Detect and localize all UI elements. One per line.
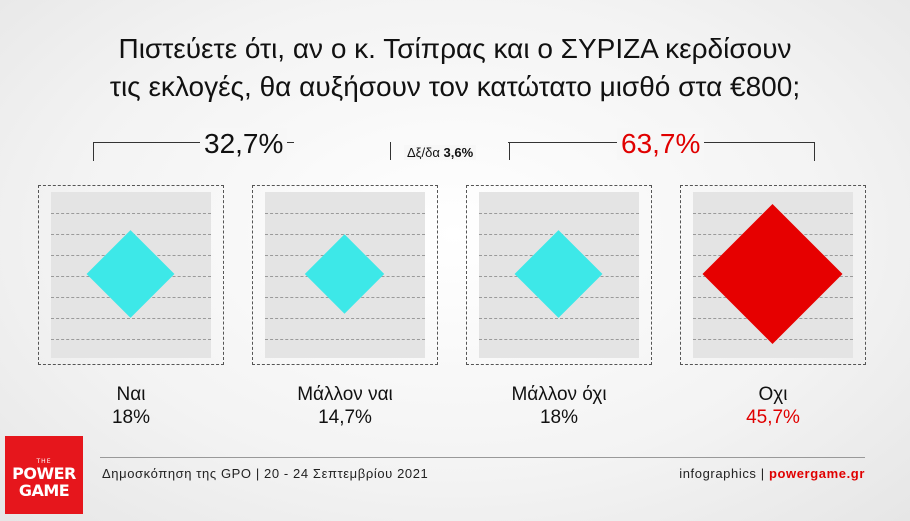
credit-prefix: infographics |: [679, 466, 765, 481]
diamond-svg: [702, 204, 843, 344]
gridline: [479, 339, 639, 340]
panel-2: [252, 185, 438, 365]
diamond-svg: [86, 230, 175, 318]
diamond-mark-3: [514, 230, 603, 318]
gridline: [265, 339, 425, 340]
source-text: Δημοσκόπηση της GPO | 20 - 24 Σεπτεμβρίο…: [102, 466, 429, 481]
gridline: [51, 339, 211, 340]
category-label-3: Μάλλον όχι: [511, 384, 607, 405]
gridline: [265, 318, 425, 319]
logo-power: POWER: [12, 464, 76, 483]
diamond-svg: [304, 234, 385, 314]
diamond-mark-1: [86, 230, 175, 318]
yes-group-bracket: [93, 142, 294, 161]
title-line-1: Πιστεύετε ότι, αν ο κ. Τσίπρας και ο ΣΥΡ…: [118, 33, 792, 64]
chart-title: Πιστεύετε ότι, αν ο κ. Τσίπρας και ο ΣΥΡ…: [0, 30, 910, 106]
logo-game: GAME: [18, 481, 70, 500]
diamond-mark-2: [304, 234, 385, 314]
gridline: [479, 318, 639, 319]
gridline: [265, 234, 425, 235]
credit-site: powergame.gr: [768, 466, 865, 481]
value-label-4: 45,7%: [746, 407, 800, 428]
diamond-mark-4: [702, 204, 843, 344]
gridline: [479, 213, 639, 214]
category-label-4: Οχι: [758, 384, 788, 405]
panel-4: [680, 185, 866, 365]
logo-the: THE: [36, 458, 52, 465]
gridline: [51, 318, 211, 319]
margin-bracket: [390, 142, 510, 160]
footer-divider: [100, 457, 865, 458]
title-line-2: τις εκλογές, θα αυξήσουν τον κατώτατο μι…: [109, 71, 801, 102]
panel-1: [38, 185, 224, 365]
value-label-3: 18%: [539, 407, 579, 428]
panel-3: [466, 185, 652, 365]
diamond-svg: [514, 230, 603, 318]
margin-value: 3,6%: [443, 145, 474, 160]
yes-group-total: 32,7%: [200, 128, 288, 160]
margin-of-error: Δξ/δα 3,6%: [404, 145, 477, 160]
credit-text: infographics | powergame.gr: [679, 466, 865, 481]
powergame-logo: THE POWER GAME: [5, 436, 83, 514]
value-label-2: 14,7%: [318, 407, 372, 428]
category-label-1: Ναι: [116, 384, 146, 405]
margin-prefix: Δξ/δα: [407, 145, 440, 160]
category-label-2: Μάλλον ναι: [297, 384, 393, 405]
gridline: [265, 213, 425, 214]
value-label-1: 18%: [111, 407, 151, 428]
no-group-total: 63,7%: [617, 128, 705, 160]
gridline: [51, 213, 211, 214]
